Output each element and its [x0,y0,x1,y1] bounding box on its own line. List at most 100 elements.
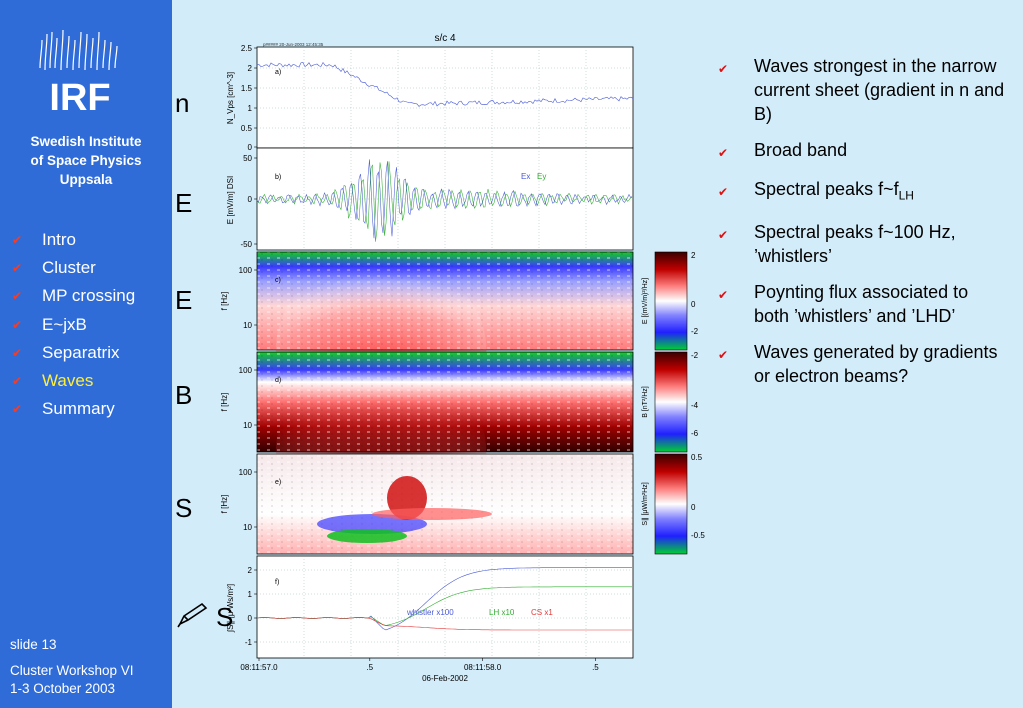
figure-header-small: p##### 20-Jun-2003 12:45:35 [263,42,324,47]
panel-c-ylabel: f [Hz] [220,292,229,311]
nav-item-ejxb[interactable]: ✔ E~jxB [12,314,87,334]
institute-name: Swedish Institute of Space Physics Uppsa… [30,134,142,187]
panel-d-frame [256,351,634,453]
panel-b-ex-line [256,159,633,239]
panel-e-red-band [372,508,492,520]
check-icon: ✔ [718,185,729,199]
panel-d-colorbar-tick: -2 [691,351,699,360]
nav-item-mp-crossing[interactable]: ✔ MP crossing [12,286,136,306]
panel-b-legend-ey: Ey [537,172,546,181]
panel-e-colorbar-tick: -0.5 [691,531,705,540]
panel-c-frame [256,251,634,351]
slide-number: slide 13 [10,637,57,652]
panel-e-ytick-label: 10 [243,523,252,532]
panel-e-ylabel: f [Hz] [220,495,229,514]
slide-footer: slide 13 Cluster Workshop VI 1-3 October… [10,636,134,698]
bullet-item: ✔ Broad band [718,138,1008,165]
panel-e-colorbar [654,453,688,555]
check-icon: ✔ [12,345,23,360]
x-axis-tick-label: .5 [366,663,373,672]
x-axis-date: 06-Feb-2002 [422,674,468,683]
panel-b-label: b) [275,174,281,181]
panel-c-colorbar-tick: -2 [691,327,699,336]
check-icon: ✔ [12,233,23,248]
panel-b-ylabel: E [mV/m] DSI [226,176,235,224]
nav-item-cluster[interactable]: ✔ Cluster [12,258,96,278]
check-icon: ✔ [718,347,729,362]
x-axis-tick-label: 08:11:58.0 [464,663,502,672]
panel-f-ytick-label: 2 [248,566,253,575]
nav-list: ✔ Intro ✔ Cluster ✔ MP crossing ✔ E~jxB ✔ Sep… [12,226,135,423]
panel-e-green-band [327,529,407,543]
nav-item-intro[interactable]: ✔ Intro [12,230,77,250]
check-icon: ✔ [718,227,729,242]
row-letter-b: B [175,380,193,410]
footer-date: 1-3 October 2003 [10,681,116,696]
panel-b-ytick-label: -50 [240,240,252,249]
check-icon: ✔ [12,261,23,276]
panel-d-colorbar-tick: -6 [691,429,699,438]
panel-c-colorbar-tick: 2 [691,251,696,260]
logo-text: IRF [49,77,110,116]
bullet-item: ✔ Waves strongest in the narrow current s… [718,56,1005,124]
panel-f-legend-lh: LH x10 [489,608,515,617]
row-letter-n: n [175,88,190,118]
nav-item-summary[interactable]: ✔ Summary [12,399,115,419]
panel-c-colorbar [654,251,688,351]
sidebar: IRF Swedish Institute of Space Physics U… [0,0,172,708]
panel-f-label: f) [275,579,279,586]
panel-e-colorbar-tick: 0 [691,503,696,512]
panel-f-ytick-label: 1 [248,590,253,599]
x-axis-tick-label: 08:11:57.0 [240,663,278,672]
panel-d-colorbar-tick: -4 [691,401,699,410]
panel-a-label: a) [275,69,281,76]
nav-item-separatrix[interactable]: ✔ Separatrix [12,342,120,362]
panel-f-ytick-label: -1 [245,638,253,647]
panel-d-colorbar [654,351,688,453]
panel-a-ytick-label: 0.5 [241,124,253,133]
row-letter-e2: E [175,285,193,315]
panel-f-ylabel: ∫S∥ [μ Ws/m²] [226,584,235,633]
panel-a-ytick-label: 2 [248,64,253,73]
panel-a-ytick-label: 1.5 [241,84,253,93]
bullet-item: ✔ Poynting flux associated to both ’whist… [718,281,969,326]
panel-e-colorbar-label: S∥ [μW/m²Hz] [641,482,649,525]
nav-item-waves[interactable]: ✔ Waves [12,371,94,391]
panel-d-label: d) [275,377,281,384]
panel-f-cs-line [256,617,632,631]
row-letter-s1: S [175,493,193,523]
panel-c-colorbar-tick: 0 [691,300,696,309]
panel-e-texture [257,454,633,554]
panel-b-legend-ex: Ex [521,172,530,181]
panel-d-ytick-label: 10 [243,421,252,430]
check-icon: ✔ [12,289,23,304]
panel-b-ey-line [256,161,633,242]
panel-a-ytick-label: 0 [248,143,253,152]
panel-e-label: e) [275,479,281,486]
panel-c-texture [257,252,633,350]
panel-d-colorbar-label: B [nT²/Hz] [642,386,649,418]
bullet-item: ✔ Spectral peaks f~fLH [718,177,1008,208]
panel-a-density-line [256,61,634,107]
wave-figure: s/c 4p##### 20-Jun-2003 12:45:352.521.51… [220,33,705,683]
row-letter-e1: E [175,188,193,218]
panel-c-colorbar-label: E [(mV/m)²/Hz] [642,278,649,324]
panel-d-ylabel: f [Hz] [220,393,229,412]
panel-f-legend-whistler: whistler x100 [406,608,454,617]
panel-b-ytick-label: 50 [243,154,252,163]
bullet-list: ✔ Waves strongest in the narrow current s… [718,54,1008,400]
panel-c-ytick-label: 100 [239,266,253,275]
x-axis-tick-label: .5 [592,663,599,672]
check-icon: ✔ [718,287,729,302]
panel-f-ytick-label: 0 [248,614,253,623]
footer-event: Cluster Workshop VI [10,663,134,678]
bullet-item: ✔ Waves generated by gradients or electro… [718,341,998,386]
check-icon: ✔ [12,402,23,417]
panel-e-ytick-label: 100 [239,468,253,477]
panel-e-colorbar-tick: 0.5 [691,453,703,462]
panel-c-label: c) [275,277,281,284]
panel-b-ytick-label: 0 [248,195,253,204]
panel-a-ytick-label: 1 [248,104,253,113]
bullet-item: ✔ Spectral peaks f~100 Hz, ’whistlers’ [718,221,956,266]
panel-d-ytick-label: 100 [239,366,253,375]
